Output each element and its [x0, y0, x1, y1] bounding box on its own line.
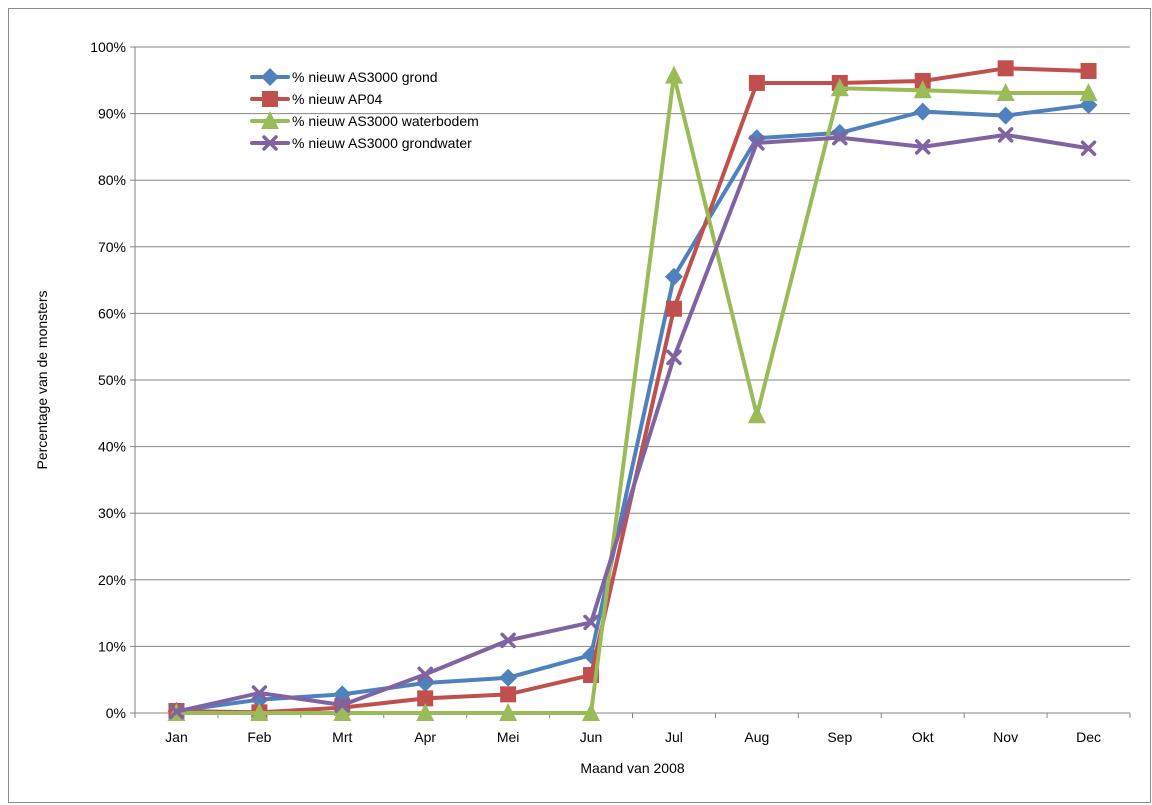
data-point: [997, 127, 1014, 143]
y-tick-label: 10%: [98, 638, 126, 654]
series-line: [174, 132, 1091, 714]
legend-marker: [262, 135, 278, 151]
legend-entry: % nieuw AS3000 grondwater: [250, 135, 472, 151]
x-tick-label: Nov: [993, 729, 1018, 745]
x-tick-label: Feb: [247, 729, 271, 745]
data-point: [748, 74, 765, 91]
marker-stroke: [832, 129, 848, 146]
data-point: [996, 106, 1015, 125]
series-line: [174, 102, 1091, 714]
data-point: [914, 139, 931, 155]
line-chart: 0% 10% 20% 30% 40% 50% 60% 70% 80% 90% 100% Jan Feb M…: [34, 39, 1131, 776]
legend-label: % nieuw AS3000 grondwater: [292, 135, 472, 151]
x-tick-label: Dec: [1076, 729, 1101, 745]
data-point: [832, 129, 848, 146]
data-point: [250, 703, 269, 721]
x-tick-label: Jun: [580, 729, 603, 745]
y-tick-label: 100%: [90, 39, 126, 55]
data-point: [664, 267, 683, 286]
series-line: [174, 73, 1091, 715]
y-tick-label: 20%: [98, 572, 126, 588]
marker-stroke: [666, 349, 682, 366]
legend-label: % nieuw AP04: [292, 91, 382, 107]
data-point: [416, 703, 435, 721]
x-tick-label: Jan: [165, 729, 188, 745]
legend-marker: [261, 68, 279, 86]
data-point: [996, 82, 1015, 101]
legend-entry: % nieuw AP04: [250, 91, 382, 107]
data-point: [500, 686, 517, 703]
data-point: [251, 685, 268, 701]
x-tick-label: Mei: [497, 729, 520, 745]
legend-label: % nieuw AS3000 waterbodem: [292, 113, 479, 129]
data-point: [913, 80, 932, 99]
x-tick-label: Sep: [827, 729, 852, 745]
series-group: [167, 60, 1098, 721]
x-tick-label: Aug: [744, 729, 769, 745]
legend-marker: [262, 91, 278, 107]
marker-stroke: [334, 697, 351, 713]
data-point: [1080, 140, 1097, 156]
data-point: [582, 703, 601, 721]
x-tick-label: Apr: [414, 729, 436, 745]
data-point: [499, 668, 518, 687]
marker-stroke: [500, 632, 516, 649]
marker-stroke: [914, 139, 931, 155]
data-point: [168, 703, 185, 720]
data-point: [664, 65, 683, 84]
data-point: [665, 300, 682, 317]
legend-label: % nieuw AS3000 grond: [292, 69, 438, 85]
data-point: [583, 614, 599, 631]
marker-stroke: [251, 685, 268, 701]
y-tick-label: 0%: [106, 705, 126, 721]
x-tick-label: Okt: [912, 729, 934, 745]
data-point: [749, 135, 765, 151]
data-point: [1079, 82, 1098, 101]
legend: % nieuw AS3000 grond % nieuw AP04 % nieuw …: [250, 68, 479, 151]
y-axis-title: Percentage van de monsters: [34, 291, 50, 470]
marker-stroke: [417, 666, 433, 683]
series-3: [167, 65, 1098, 721]
data-point: [1080, 62, 1097, 79]
chart-frame: 0% 10% 20% 30% 40% 50% 60% 70% 80% 90% 100% Jan Feb M…: [8, 8, 1151, 803]
legend-entry: % nieuw AS3000 waterbodem: [250, 111, 479, 129]
marker-stroke: [583, 614, 599, 631]
data-point: [500, 632, 516, 649]
marker-stroke: [997, 127, 1014, 143]
x-tick-label: Mrt: [332, 729, 352, 745]
y-tick-label: 80%: [98, 172, 126, 188]
marker-stroke: [1080, 140, 1097, 156]
data-point: [417, 690, 434, 707]
axes: 0% 10% 20% 30% 40% 50% 60% 70% 80% 90% 100% Jan Feb M…: [90, 39, 1131, 745]
y-tick-label: 90%: [98, 106, 126, 122]
y-tick-label: 70%: [98, 239, 126, 255]
marker-stroke: [262, 135, 278, 151]
y-tick-label: 50%: [98, 372, 126, 388]
x-axis-title: Maand van 2008: [580, 760, 685, 776]
data-point: [334, 697, 351, 713]
data-point: [913, 102, 932, 121]
data-point: [997, 60, 1014, 77]
data-point: [747, 405, 766, 424]
data-point: [666, 349, 682, 366]
x-tick-label: Jul: [665, 729, 683, 745]
legend-entry: % nieuw AS3000 grond: [250, 68, 438, 86]
marker-stroke: [749, 135, 765, 151]
y-tick-label: 30%: [98, 505, 126, 521]
y-tick-label: 60%: [98, 305, 126, 321]
data-point: [830, 78, 849, 97]
series-4: [168, 127, 1097, 720]
data-point: [333, 703, 352, 721]
marker-stroke: [168, 703, 185, 720]
data-point: [499, 703, 518, 721]
y-tick-label: 40%: [98, 439, 126, 455]
legend-marker: [261, 111, 279, 129]
data-point: [417, 666, 433, 683]
